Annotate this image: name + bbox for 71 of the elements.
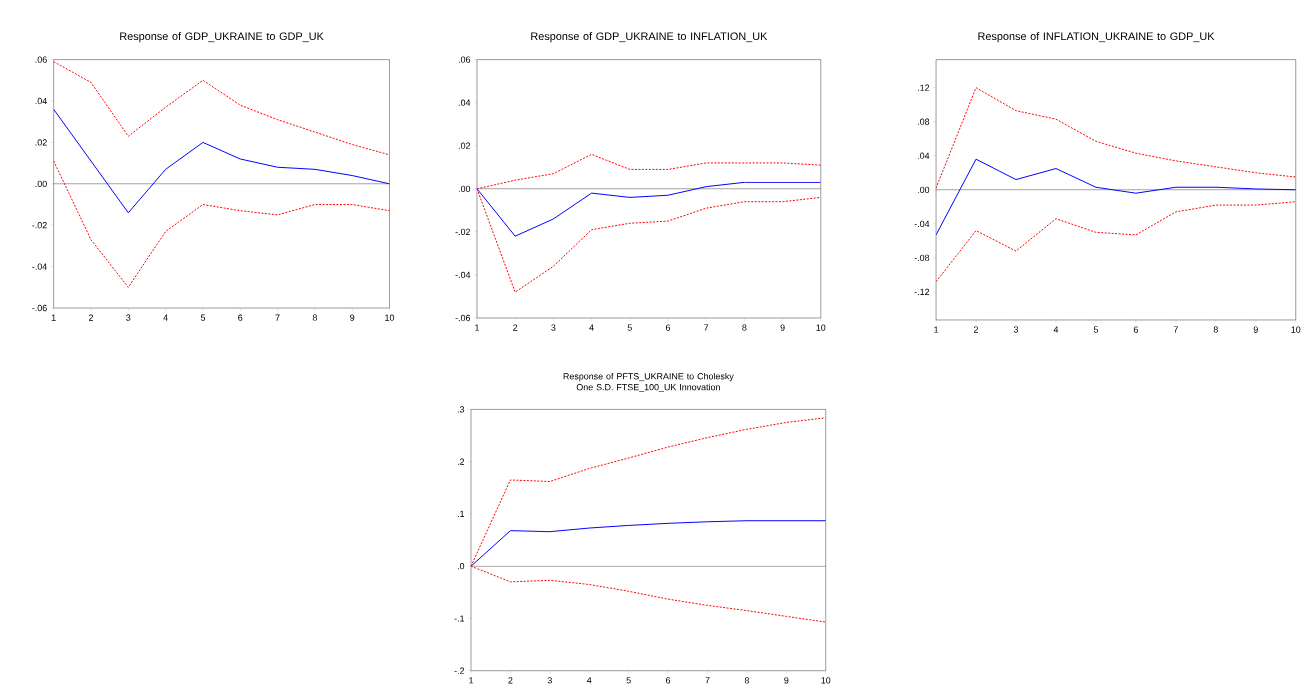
x-tick-label: 7 xyxy=(705,677,710,684)
x-tick-label: 4 xyxy=(589,324,594,331)
x-tick-label: 5 xyxy=(626,677,631,684)
x-tick-label: 6 xyxy=(238,314,243,322)
x-tick-label: 1 xyxy=(469,677,474,684)
x-tick-label: 1 xyxy=(934,326,939,333)
y-tick-label: .04 xyxy=(458,99,471,107)
chart-title: Response of GDP_UKRAINE to GDP_UK xyxy=(120,32,324,43)
y-tick-label: .00 xyxy=(35,180,47,188)
chart-title: Response of PFTS_UKRAINE to Cholesky One S.D. FTSE_100_UK Innovation xyxy=(563,373,734,393)
x-tick-label: 10 xyxy=(821,677,831,684)
y-tick-label: .3 xyxy=(457,406,465,413)
y-tick-label: .04 xyxy=(35,98,47,105)
x-tick-label: 8 xyxy=(744,677,749,684)
x-tick-label: 8 xyxy=(1213,326,1218,333)
y-tick-label: .1 xyxy=(457,511,465,518)
y-tick-label: -.06 xyxy=(32,305,47,312)
y-tick-label: .04 xyxy=(917,152,930,160)
x-tick-label: 2 xyxy=(508,677,513,684)
x-tick-label: 7 xyxy=(1173,326,1178,333)
x-tick-label: 9 xyxy=(350,314,355,322)
x-tick-label: 8 xyxy=(312,314,317,322)
x-tick-label: 4 xyxy=(1053,326,1059,333)
x-tick-label: 2 xyxy=(88,314,94,321)
y-tick-label: .00 xyxy=(917,186,930,194)
y-tick-label: .08 xyxy=(917,118,930,126)
x-tick-label: 8 xyxy=(742,324,747,331)
x-tick-label: 3 xyxy=(551,324,556,331)
y-tick-label: .0 xyxy=(457,563,465,570)
x-tick-label: 10 xyxy=(816,324,826,331)
y-tick-label: .02 xyxy=(458,142,471,150)
y-tick-label: -.1 xyxy=(454,615,465,622)
x-tick-label: 9 xyxy=(1253,326,1258,333)
x-tick-label: 5 xyxy=(200,314,206,321)
x-tick-label: 6 xyxy=(1133,326,1138,333)
y-tick-label: -.04 xyxy=(914,220,930,228)
y-tick-label: -.02 xyxy=(32,222,47,229)
x-tick-label: 4 xyxy=(586,677,592,684)
y-tick-label: -.02 xyxy=(455,228,471,236)
x-tick-label: 7 xyxy=(704,324,709,331)
y-tick-label: -.04 xyxy=(32,263,47,271)
x-tick-label: 1 xyxy=(475,324,480,331)
y-tick-label: -.08 xyxy=(914,254,930,262)
x-tick-label: 2 xyxy=(513,324,518,331)
x-tick-label: 9 xyxy=(780,324,785,331)
chart-title: Response of GDP_UKRAINE to INFLATION_UK xyxy=(531,32,768,43)
x-tick-label: 1 xyxy=(51,314,56,321)
x-tick-label: 10 xyxy=(1291,326,1301,333)
x-tick-label: 4 xyxy=(163,314,168,321)
x-tick-label: 5 xyxy=(627,324,632,331)
y-tick-label: .2 xyxy=(457,458,465,465)
y-tick-label: -.2 xyxy=(454,667,465,675)
x-tick-label: 7 xyxy=(275,314,280,321)
y-tick-label: -.12 xyxy=(914,288,930,296)
y-tick-label: .00 xyxy=(458,185,471,193)
x-tick-label: 10 xyxy=(385,314,395,322)
x-tick-label: 9 xyxy=(784,677,789,684)
chart-title: Response of INFLATION_UKRAINE to GDP_UK xyxy=(978,32,1215,43)
y-tick-label: .12 xyxy=(917,84,930,92)
y-tick-label: .06 xyxy=(35,56,47,63)
x-tick-label: 6 xyxy=(665,324,671,331)
y-tick-label: .06 xyxy=(458,56,471,63)
x-tick-label: 3 xyxy=(1013,326,1019,333)
x-tick-label: 6 xyxy=(666,677,671,684)
y-tick-label: -.06 xyxy=(455,315,471,322)
x-tick-label: 3 xyxy=(126,314,131,322)
x-tick-label: 5 xyxy=(1093,326,1099,333)
y-tick-label: .02 xyxy=(35,139,47,146)
x-tick-label: 3 xyxy=(547,677,552,684)
y-tick-label: -.04 xyxy=(455,271,471,279)
x-tick-label: 2 xyxy=(973,326,979,333)
